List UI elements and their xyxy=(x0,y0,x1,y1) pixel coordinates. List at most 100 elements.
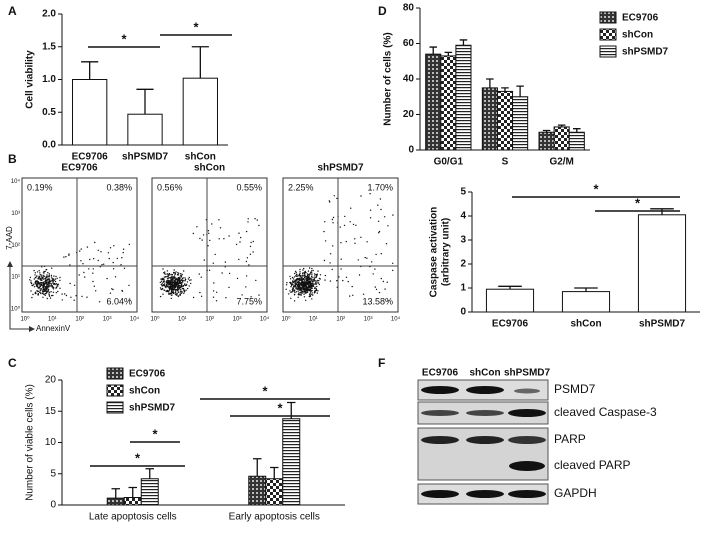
event-dot xyxy=(211,223,213,225)
band-label: GAPDH xyxy=(554,486,597,500)
y-tick-label: 1.0 xyxy=(42,74,56,85)
event-dot xyxy=(52,294,54,297)
error-bar xyxy=(81,61,99,80)
event-dot xyxy=(290,282,292,285)
event-dot xyxy=(289,281,291,284)
event-dot xyxy=(245,260,248,263)
event-dot xyxy=(48,282,50,285)
flow-y-tick: 10¹ xyxy=(11,275,20,281)
event-dot xyxy=(171,277,173,279)
event-dot xyxy=(172,285,175,287)
event-dot xyxy=(159,281,161,284)
event-dot xyxy=(329,201,331,203)
x-tick-label: shPSMD7 xyxy=(639,319,686,330)
event-dot xyxy=(295,275,297,277)
event-dot xyxy=(163,273,166,275)
event-dot xyxy=(246,257,249,259)
event-dot xyxy=(357,259,359,261)
event-dot xyxy=(247,221,249,223)
event-dot xyxy=(166,281,169,283)
event-dot xyxy=(165,273,167,275)
event-dot xyxy=(120,264,122,266)
event-dot xyxy=(311,274,313,276)
event-dot xyxy=(312,269,314,272)
event-dot xyxy=(314,286,316,288)
event-dot xyxy=(306,276,308,278)
event-dot xyxy=(173,279,175,282)
event-dot xyxy=(374,268,376,270)
event-dot xyxy=(37,281,40,283)
event-dot xyxy=(43,293,45,295)
event-dot xyxy=(33,278,35,280)
event-dot xyxy=(319,278,321,280)
event-dot xyxy=(171,289,173,291)
event-dot xyxy=(387,225,389,227)
event-dot xyxy=(163,276,165,278)
event-dot xyxy=(42,283,45,285)
event-dot xyxy=(292,289,294,291)
legend-swatch xyxy=(599,45,617,58)
event-dot xyxy=(174,273,176,275)
event-dot xyxy=(176,286,178,288)
flow-x-tick: 10³ xyxy=(103,317,112,323)
event-dot xyxy=(298,281,301,284)
bar xyxy=(140,478,159,506)
event-dot xyxy=(299,289,301,291)
event-dot xyxy=(298,277,300,279)
event-dot xyxy=(183,270,185,272)
event-dot xyxy=(258,224,260,227)
event-dot xyxy=(48,294,50,296)
event-dot xyxy=(303,272,306,274)
bar xyxy=(282,418,301,506)
event-dot xyxy=(38,277,40,279)
event-dot xyxy=(294,282,296,285)
event-dot xyxy=(47,289,50,291)
event-dot xyxy=(114,276,117,278)
event-dot xyxy=(305,283,307,285)
event-dot xyxy=(387,299,389,302)
plot-frame xyxy=(21,177,138,313)
event-dot xyxy=(73,284,76,286)
event-dot xyxy=(177,278,179,280)
event-dot xyxy=(33,283,35,285)
event-dot xyxy=(288,293,290,295)
event-dot xyxy=(43,289,45,291)
event-dot xyxy=(374,286,376,288)
band-label: cleaved PARP xyxy=(554,458,630,472)
event-dot xyxy=(48,274,50,276)
bar xyxy=(248,475,267,506)
x-tick-label: shPSMD7 xyxy=(122,152,169,163)
event-dot xyxy=(316,292,318,294)
event-dot xyxy=(43,285,46,287)
event-dot xyxy=(46,277,48,279)
event-dot xyxy=(180,276,183,278)
event-dot xyxy=(308,286,310,289)
event-dot xyxy=(303,276,306,279)
event-dot xyxy=(59,276,61,279)
event-dot xyxy=(252,240,254,243)
y-tick-label: 40 xyxy=(403,74,415,85)
flow-x-tick: 10⁰ xyxy=(150,316,160,323)
event-dot xyxy=(33,269,35,272)
event-dot xyxy=(239,241,241,243)
event-dot xyxy=(32,293,34,296)
event-dot xyxy=(315,287,317,290)
event-dot xyxy=(307,283,309,286)
event-dot xyxy=(309,278,311,280)
event-dot xyxy=(312,276,314,279)
y-tick-label: 80 xyxy=(403,3,415,14)
event-dot xyxy=(316,280,318,282)
event-dot xyxy=(180,281,182,284)
event-dot xyxy=(354,238,356,240)
event-dot xyxy=(352,223,355,226)
event-dot xyxy=(45,286,47,288)
event-dot xyxy=(198,273,200,275)
event-dot xyxy=(168,292,170,294)
event-dot xyxy=(317,270,319,272)
bar xyxy=(538,131,555,151)
legend-label: shCon xyxy=(129,386,160,397)
event-dot xyxy=(176,294,178,296)
event-dot xyxy=(161,282,164,284)
event-dot xyxy=(179,276,181,278)
event-dot xyxy=(81,295,83,298)
